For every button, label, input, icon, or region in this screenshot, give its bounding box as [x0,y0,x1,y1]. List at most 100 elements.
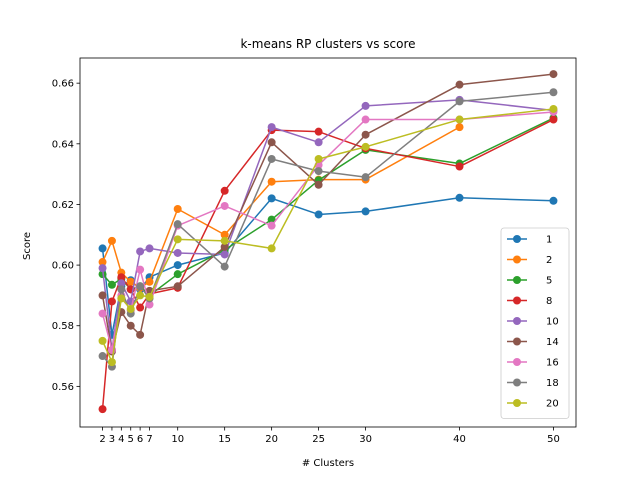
series-point-1-2 [98,244,107,253]
y-axis-label: Score [22,232,33,260]
x-tick-label-3: 3 [109,434,115,445]
series-point-20-7 [145,292,154,301]
series-point-10-25 [314,138,323,147]
legend-marker-8 [513,296,521,305]
series-point-18-30 [361,173,370,182]
series-point-5-20 [267,215,276,224]
series-point-20-20 [267,244,276,253]
series-point-20-5 [126,305,135,314]
series-point-2-15 [220,230,229,239]
series-point-18-6 [136,282,145,291]
series-point-14-2 [98,291,107,300]
y-tick-label-0.60: 0.60 [52,261,74,272]
series-point-2-7 [145,277,154,286]
series-point-5-3 [107,280,116,289]
legend-marker-16 [513,358,521,366]
y-tick-label-0.62: 0.62 [52,200,74,211]
series-point-10-10 [173,248,182,257]
y-tick-label-0.66: 0.66 [52,79,74,90]
legend-marker-1 [513,235,521,243]
series-point-8-25 [314,127,323,136]
series-point-1-25 [314,210,323,219]
legend-label-14: 14 [546,337,559,348]
series-point-16-6 [136,265,145,274]
series-point-1-20 [267,194,276,203]
series-point-16-15 [220,201,229,210]
series-point-2-20 [267,177,276,186]
plot-area: 2 3 4 5 6 7 10 15 20 25 30 40 500.560.580.600.620.64… [52,57,577,445]
series-point-8-6 [136,303,145,312]
series-point-2-2 [98,258,107,267]
legend-box [500,227,570,419]
x-tick-label-2: 2 [99,434,105,445]
series-point-14-10 [173,282,182,291]
series-point-20-15 [220,236,229,245]
x-tick-label-25: 25 [312,434,325,445]
series-point-18-15 [220,262,229,271]
legend-label-1: 1 [546,235,552,246]
series-point-14-6 [136,330,145,339]
legend-label-8: 8 [546,296,552,307]
series-point-14-40 [455,80,464,89]
series-point-2-5 [126,277,135,286]
legend-marker-18 [513,378,521,387]
series-point-16-7 [145,300,154,309]
chart-title: k-means RP clusters vs score [240,37,415,51]
y-tick-label-0.64: 0.64 [52,139,74,150]
series-point-10-7 [145,244,154,253]
series-point-8-50 [549,115,558,124]
legend-label-10: 10 [546,317,559,328]
legend-label-5: 5 [546,276,552,287]
legend-marker-5 [513,276,521,284]
x-tick-label-10: 10 [171,434,184,445]
x-tick-label-40: 40 [453,434,466,445]
x-tick-label-30: 30 [359,434,372,445]
x-tick-label-7: 7 [146,434,152,445]
series-point-18-10 [173,220,182,229]
series-point-2-40 [455,123,464,132]
series-point-10-6 [136,247,145,256]
x-tick-label-15: 15 [218,434,231,445]
x-tick-label-50: 50 [547,434,560,445]
series-point-2-10 [173,205,182,213]
x-tick-label-6: 6 [137,434,143,445]
series-point-10-2 [98,264,107,273]
series-point-18-2 [98,352,107,361]
series-point-18-4 [117,285,126,294]
legend-label-2: 2 [546,255,552,266]
series-point-14-15 [220,242,229,251]
series-point-16-20 [267,221,276,230]
series-point-18-20 [267,154,276,163]
series-point-20-4 [117,294,126,303]
legend-marker-10 [513,317,521,325]
series-point-10-4 [117,279,126,288]
series-point-8-40 [455,162,464,171]
series-point-20-2 [98,336,107,345]
axes-frame [79,57,577,428]
series-point-14-5 [126,321,135,330]
series-point-20-30 [361,142,370,151]
series-point-5-10 [173,270,182,279]
series-point-8-3 [107,297,116,306]
x-axis-label: # Clusters [302,458,354,469]
series-point-1-40 [455,193,464,202]
series-point-1-50 [549,196,558,205]
series-point-10-30 [361,101,370,110]
series-point-14-50 [549,70,558,79]
series-point-8-2 [98,405,107,414]
series-point-20-40 [455,115,464,124]
series-point-14-20 [267,138,276,147]
series-point-20-50 [549,104,558,113]
x-tick-label-5: 5 [128,434,134,445]
series-point-20-10 [173,235,182,244]
series-point-14-30 [361,130,370,139]
series-point-18-25 [314,167,323,176]
legend-marker-14 [513,337,521,346]
series-point-18-50 [549,88,558,97]
series-point-16-30 [361,115,370,124]
legend-label-16: 16 [546,358,559,369]
series-point-16-2 [98,309,107,318]
x-tick-label-4: 4 [118,434,124,445]
series-point-14-25 [314,180,323,189]
